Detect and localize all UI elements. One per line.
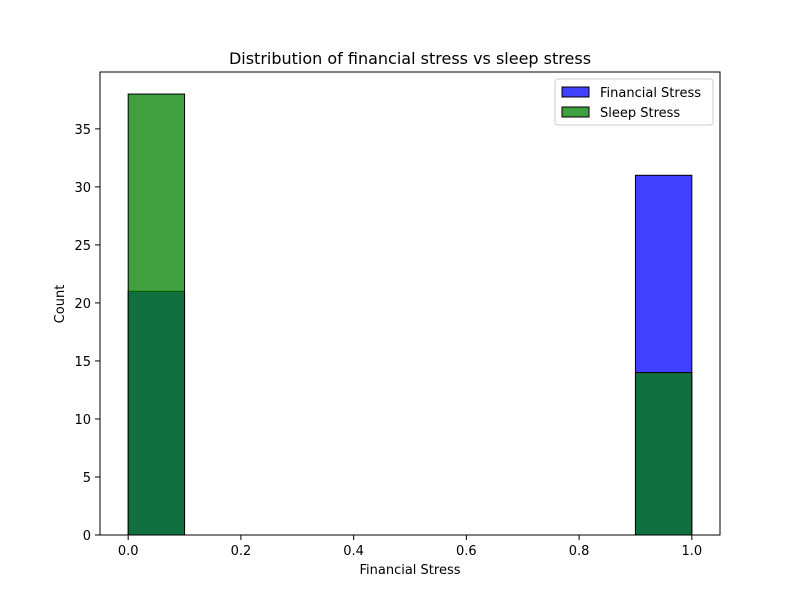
- y-tick-label: 10: [74, 413, 91, 428]
- x-tick-label: 0.0: [118, 544, 139, 559]
- legend-label-financial-stress: Financial Stress: [600, 86, 701, 101]
- x-tick-label: 1.0: [681, 544, 702, 559]
- x-axis: 0.0 0.2 0.4 0.6 0.8 1.0: [118, 535, 702, 559]
- y-tick-label: 35: [74, 123, 91, 138]
- legend-swatch-financial-stress: [561, 86, 590, 98]
- legend-label-sleep-stress: Sleep Stress: [600, 106, 680, 121]
- y-axis-label: Count: [53, 285, 68, 324]
- y-tick-label: 25: [74, 239, 91, 254]
- y-tick-label: 20: [74, 297, 91, 312]
- y-axis: 0 5 10 15 20 25 30 35: [74, 123, 100, 544]
- legend-box: [554, 78, 714, 126]
- y-tick-label: 15: [74, 355, 91, 370]
- x-tick-label: 0.8: [569, 544, 590, 559]
- legend-swatch-sleep-stress: [561, 106, 590, 118]
- plot-frame: [99, 71, 721, 536]
- x-axis-label: Financial Stress: [359, 563, 460, 578]
- x-tick-label: 0.2: [231, 544, 252, 559]
- y-tick-label: 30: [74, 181, 91, 196]
- bar-sleep-stress-0: [127, 93, 186, 536]
- x-tick-label: 0.6: [456, 544, 477, 559]
- y-tick-label: 5: [83, 471, 91, 486]
- x-tick-label: 0.4: [343, 544, 364, 559]
- chart-title: Distribution of financial stress vs slee…: [229, 49, 591, 68]
- legend: Financial Stress Sleep Stress: [554, 78, 714, 126]
- bars-layer: [127, 93, 693, 536]
- y-tick-label: 0: [83, 529, 91, 544]
- bar-sleep-stress-1: [634, 372, 693, 536]
